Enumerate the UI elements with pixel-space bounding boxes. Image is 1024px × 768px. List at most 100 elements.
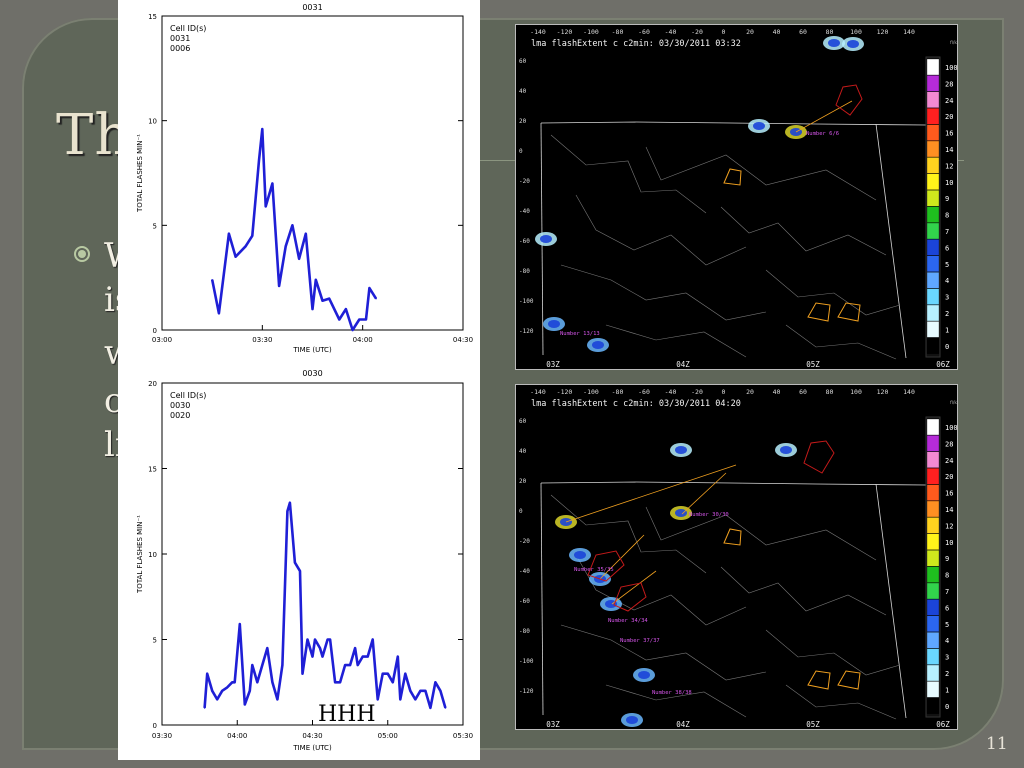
data-point (251, 664, 254, 666)
colorbar-label: 0 (945, 343, 949, 351)
data-point (429, 707, 432, 709)
radar-x-tick-label: 100 (850, 28, 862, 36)
data-point (256, 681, 259, 684)
radar-map-bottom-canvas: -140 -120 -100 -80 -60 -40 -20 0 20 40 60 80 100 120 1… (519, 388, 957, 729)
radar-bottom-tick-label: 03Z (546, 720, 560, 729)
cell-outline (723, 528, 742, 546)
colorbar-swatch (926, 697, 940, 714)
data-point (366, 655, 369, 658)
colorbar-label: 1 (945, 326, 949, 334)
colorbar-swatch (926, 173, 940, 190)
colorbar-label: 6 (945, 244, 949, 252)
chart-title: 0031 (302, 3, 322, 12)
data-point (311, 308, 314, 310)
colorbar-swatch (926, 566, 940, 583)
y-tick-label: 20 (148, 380, 157, 388)
cell-outline (807, 670, 831, 690)
colorbar-swatch (926, 500, 940, 518)
county-line (605, 324, 747, 358)
radar-x-tick-label: 0 (722, 388, 726, 396)
colorbar-label: 16 (945, 490, 953, 498)
radar-x-tick-label: 20 (746, 388, 754, 396)
colorbar-label: 28 (945, 440, 953, 448)
radar-x-tick-label: -100 (583, 28, 599, 36)
data-point (414, 698, 417, 701)
data-point (278, 285, 280, 287)
y-axis-label: TOTAL FLASHES MIN⁻¹ (136, 134, 144, 213)
cell-outline (837, 302, 861, 322)
data-point (328, 297, 331, 300)
colorbar-label: 12 (945, 162, 953, 170)
state-border (540, 121, 927, 126)
radar-x-tick-label: -40 (665, 388, 677, 396)
state-border-east (875, 123, 907, 359)
cell-outline (803, 440, 835, 474)
radar-bottom-tick-label: 06Z (936, 360, 950, 369)
radar-bottom-tick-label: 05Z (806, 360, 820, 369)
data-point (371, 638, 374, 641)
radar-x-tick-label: -20 (691, 28, 703, 36)
slide-number: 11 (986, 734, 1008, 754)
county-line (785, 324, 897, 360)
colorbar-swatch (926, 75, 940, 92)
data-point (218, 312, 220, 315)
x-axis-label: TIME (UTC) (292, 744, 332, 752)
radar-x-tick-label: 120 (877, 388, 889, 396)
county-line (605, 684, 747, 718)
data-point (286, 510, 289, 513)
colorbar-label: 2 (945, 670, 949, 678)
county-line (550, 134, 707, 214)
colorbar-label: 9 (945, 555, 949, 563)
data-point (368, 287, 371, 289)
radar-y-tick-label: 60 (519, 418, 527, 425)
x-tick-label: 04:00 (227, 732, 247, 740)
cell-label: Number 34/34 (608, 618, 648, 624)
data-point (281, 664, 284, 666)
data-point (375, 297, 377, 300)
colorbar-label: 3 (945, 654, 949, 662)
colorbar-label: 10 (945, 539, 953, 547)
colorbar-label: 4 (945, 637, 949, 645)
radar-y-tick-label: -20 (519, 178, 530, 185)
colorbar-swatch (926, 108, 940, 125)
data-point (326, 638, 329, 641)
data-point (251, 235, 254, 237)
radar-x-tick-label: -40 (665, 28, 677, 36)
y-tick-label: 15 (148, 466, 157, 474)
data-point (234, 255, 237, 258)
data-point (334, 681, 336, 684)
radar-y-tick-label: 40 (519, 88, 527, 95)
colorbar-unit: fl/km2/2min (950, 400, 957, 406)
radar-x-tick-label: -80 (612, 388, 624, 396)
radar-bottom-tick-label: 04Z (676, 720, 690, 729)
county-line (720, 206, 887, 256)
radar-map-bottom: -140 -120 -100 -80 -60 -40 -20 0 20 40 60 80 100 120 1… (515, 384, 958, 730)
flash-rate-series-line (203, 501, 447, 710)
radar-map-top-canvas: -140 -120 -100 -80 -60 -40 -20 0 20 40 60 80 100 120 1… (519, 28, 957, 369)
data-point (271, 681, 274, 684)
colorbar-label: 2 (945, 310, 949, 318)
y-tick-label: 5 (153, 637, 157, 645)
radar-y-tick-label: -120 (519, 328, 534, 335)
radar-x-tick-label: 140 (903, 388, 915, 396)
radar-y-tick-label: -60 (519, 598, 530, 605)
colorbar-swatch (926, 681, 940, 698)
data-point (311, 655, 314, 658)
colorbar-swatch (926, 582, 940, 600)
radar-y-tick-label: 60 (519, 58, 527, 65)
data-point (344, 664, 346, 666)
radar-y-tick-label: -100 (519, 298, 534, 305)
data-point (356, 664, 359, 666)
radar-x-tick-label: -120 (557, 28, 573, 36)
data-point (376, 698, 379, 701)
radar-bottom-tick-label: 03Z (546, 360, 560, 369)
cell-outline (613, 582, 647, 612)
colorbar-label: 9 (945, 195, 949, 203)
bullet-icon (74, 246, 90, 262)
legend-entry: 0031 (170, 34, 190, 43)
data-point (294, 561, 296, 564)
colorbar-swatch (926, 58, 940, 76)
storm-track (599, 534, 645, 580)
cell-label: Number 35/35 (574, 567, 614, 573)
colorbar-swatch (926, 468, 940, 485)
